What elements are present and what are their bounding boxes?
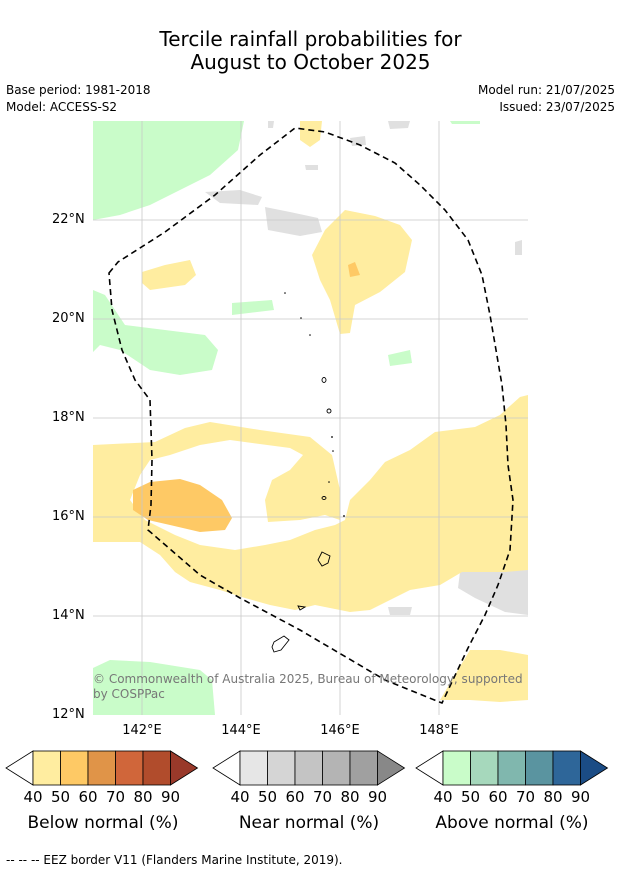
lon-label-142e: 142°E bbox=[122, 723, 162, 738]
below-normal-region-ne bbox=[312, 210, 412, 334]
eez-footnote: -- -- -- EEZ border V11 (Flanders Marine… bbox=[6, 853, 343, 867]
above-colorbar-min-arrow bbox=[415, 750, 444, 786]
near-tick-label: 90 bbox=[367, 788, 388, 806]
lat-label-20n: 20°N bbox=[52, 311, 85, 326]
near-colorbar-segment bbox=[349, 750, 378, 786]
lat-label-14n: 14°N bbox=[52, 608, 85, 623]
lon-label-146e: 146°E bbox=[320, 723, 360, 738]
below-tick-label: 60 bbox=[78, 788, 98, 806]
map-title-line2: August to October 2025 bbox=[190, 50, 431, 74]
above-tick-label: 50 bbox=[460, 788, 481, 806]
near-colorbar-segment bbox=[294, 750, 323, 786]
near-tick-label: 70 bbox=[312, 788, 333, 806]
lon-label-148e: 148°E bbox=[419, 723, 459, 738]
below-normal-label: Below normal (%) bbox=[27, 813, 179, 833]
near-colorbar-segment bbox=[322, 750, 351, 786]
map-canvas bbox=[93, 121, 528, 715]
near-normal-region-5 bbox=[305, 165, 318, 170]
above-normal-region-center bbox=[232, 300, 274, 315]
lon-label-144e: 144°E bbox=[221, 723, 261, 738]
above-tick-label: 40 bbox=[433, 788, 453, 806]
lat-label-18n: 18°N bbox=[52, 410, 85, 425]
below-tick-label: 80 bbox=[133, 788, 153, 806]
near-normal-region-9 bbox=[268, 121, 274, 128]
below-colorbar-segment bbox=[142, 750, 171, 786]
below-colorbar-max-arrow bbox=[170, 750, 199, 786]
near-normal-region-4 bbox=[350, 136, 366, 146]
near-normal-region-3 bbox=[388, 121, 410, 129]
issued-date: Issued: 23/07/2025 bbox=[499, 100, 615, 114]
below-colorbar-segment bbox=[60, 750, 89, 786]
below-normal-region-north bbox=[300, 121, 322, 147]
near-normal-region-6 bbox=[515, 240, 522, 255]
model-run: Model run: 21/07/2025 bbox=[477, 83, 615, 97]
model-name: Model: ACCESS-S2 bbox=[6, 100, 118, 114]
below-tick-label: 50 bbox=[50, 788, 71, 806]
above-normal-colorbar bbox=[415, 750, 609, 786]
near-tick-label: 40 bbox=[230, 788, 250, 806]
copyright-notice: © Commonwealth of Australia 2025, Bureau… bbox=[93, 672, 523, 702]
below-normal-50-region-north bbox=[348, 262, 360, 277]
below-normal-region-se bbox=[440, 650, 528, 702]
map-title-line1: Tercile rainfall probabilities for bbox=[159, 27, 462, 51]
below-tick-label: 40 bbox=[23, 788, 43, 806]
near-normal-colorbar bbox=[212, 750, 406, 786]
lat-label-12n: 12°N bbox=[52, 707, 85, 722]
near-normal-region-2 bbox=[265, 207, 322, 236]
near-colorbar-min-arrow bbox=[212, 750, 241, 786]
above-normal-region-nw bbox=[93, 121, 244, 220]
above-colorbar-segment bbox=[497, 750, 526, 786]
above-normal-region-ne bbox=[450, 121, 480, 124]
near-normal-region-1 bbox=[205, 190, 262, 205]
above-normal-region-east bbox=[388, 350, 412, 366]
lat-label-22n: 22°N bbox=[52, 212, 85, 227]
near-tick-label: 50 bbox=[257, 788, 278, 806]
above-tick-label: 80 bbox=[543, 788, 563, 806]
above-colorbar-segment bbox=[552, 750, 581, 786]
above-tick-label: 90 bbox=[570, 788, 591, 806]
above-colorbar-segment bbox=[442, 750, 471, 786]
near-colorbar-max-arrow bbox=[377, 750, 406, 786]
near-normal-region-8 bbox=[388, 607, 412, 615]
copyright-line2: by COSPPac bbox=[93, 687, 165, 701]
below-tick-label: 70 bbox=[105, 788, 126, 806]
near-normal-region-7 bbox=[458, 570, 528, 615]
above-colorbar-segment bbox=[470, 750, 499, 786]
above-normal-label: Above normal (%) bbox=[435, 813, 589, 833]
eez-border bbox=[108, 127, 514, 705]
below-normal-colorbar bbox=[5, 750, 199, 786]
below-normal-region-nw bbox=[142, 260, 196, 290]
below-normal-region-main bbox=[93, 395, 528, 612]
near-normal-label: Near normal (%) bbox=[238, 813, 380, 833]
below-colorbar-segment bbox=[32, 750, 61, 786]
base-period: Base period: 1981-2018 bbox=[6, 83, 151, 97]
above-colorbar-segment bbox=[525, 750, 554, 786]
below-colorbar-segment bbox=[87, 750, 116, 786]
above-colorbar-max-arrow bbox=[580, 750, 609, 786]
below-tick-label: 90 bbox=[160, 788, 181, 806]
copyright-line1: © Commonwealth of Australia 2025, Bureau… bbox=[93, 672, 523, 686]
near-tick-label: 80 bbox=[340, 788, 360, 806]
above-normal-region-west bbox=[93, 290, 218, 375]
above-normal-region-sw bbox=[93, 660, 215, 715]
near-tick-label: 60 bbox=[285, 788, 305, 806]
near-colorbar-segment bbox=[239, 750, 268, 786]
below-colorbar-min-arrow bbox=[5, 750, 34, 786]
near-colorbar-segment bbox=[267, 750, 296, 786]
above-tick-label: 70 bbox=[515, 788, 536, 806]
below-normal-50-region-west bbox=[133, 479, 232, 532]
above-tick-label: 60 bbox=[488, 788, 508, 806]
lat-label-16n: 16°N bbox=[52, 509, 85, 524]
below-colorbar-segment bbox=[115, 750, 144, 786]
